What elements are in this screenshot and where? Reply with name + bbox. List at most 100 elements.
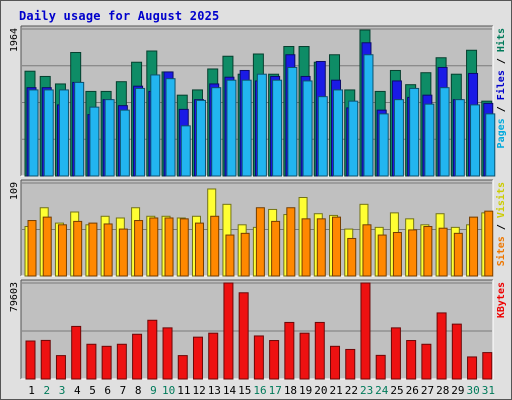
kbytes-bar-kbytes bbox=[55, 355, 66, 380]
visits-sites-bar-sites bbox=[27, 220, 37, 277]
hits-files-pages-bar-pages bbox=[195, 99, 206, 177]
x-tick-label: 9 bbox=[150, 384, 157, 397]
kbytes-bar-kbytes bbox=[116, 343, 127, 380]
visits-sites-bar-sites bbox=[469, 216, 479, 277]
kbytes-series-label: KBytes bbox=[496, 282, 507, 318]
hits-files-pages-series-label-hits: Hits bbox=[495, 28, 507, 52]
hits-files-pages-bar-pages bbox=[211, 87, 222, 177]
hits-files-pages-bar-pages bbox=[58, 89, 69, 177]
x-tick-label: 30 bbox=[467, 384, 480, 397]
kbytes-bar-kbytes bbox=[406, 340, 417, 380]
visits-sites-bar-sites bbox=[164, 217, 174, 277]
x-tick-label: 14 bbox=[223, 384, 237, 397]
visits-sites-bar-sites bbox=[225, 234, 235, 277]
x-tick-label: 28 bbox=[436, 384, 449, 397]
hits-files-pages-series-label-separator: / bbox=[496, 52, 507, 70]
hits-files-pages-bar-pages bbox=[104, 99, 115, 177]
visits-sites-bar-sites bbox=[103, 223, 113, 277]
hits-files-pages-bar-pages bbox=[256, 73, 267, 177]
visits-sites-bar-sites bbox=[271, 220, 281, 277]
x-tick-label: 16 bbox=[253, 384, 266, 397]
visits-sites-bar-sites bbox=[332, 216, 342, 277]
hits-files-pages-bar-pages bbox=[28, 89, 39, 177]
kbytes-bar-kbytes bbox=[421, 343, 432, 380]
visits-sites-bar-sites bbox=[392, 231, 402, 277]
hits-files-pages-bar-pages bbox=[272, 79, 283, 177]
kbytes-bar-kbytes bbox=[436, 312, 447, 380]
visits-sites-bar-sites bbox=[42, 216, 52, 277]
kbytes-bar-kbytes bbox=[345, 348, 356, 380]
kbytes-bar-kbytes bbox=[314, 321, 325, 380]
visits-sites-series-label-sites: Sites bbox=[495, 236, 507, 266]
kbytes-bar-kbytes bbox=[284, 321, 295, 380]
kbytes-bar-kbytes bbox=[253, 335, 264, 380]
kbytes-bar-kbytes bbox=[375, 354, 386, 380]
x-tick-label: 1 bbox=[28, 384, 35, 397]
hits-files-pages-bar-pages bbox=[424, 103, 435, 177]
visits-sites-bar-sites bbox=[149, 217, 159, 277]
kbytes-bar-kbytes bbox=[101, 345, 112, 380]
x-tick-label: 11 bbox=[177, 384, 190, 397]
x-tick-label: 5 bbox=[89, 384, 96, 397]
visits-sites-bar-sites bbox=[438, 227, 448, 277]
visits-sites-bar-sites bbox=[240, 232, 250, 277]
visits-sites-bar-sites bbox=[408, 229, 418, 277]
visits-sites-bar-sites bbox=[423, 226, 433, 277]
hits-files-pages-series-label-files: Files bbox=[495, 70, 507, 100]
hits-files-pages-bar-pages bbox=[454, 99, 465, 177]
kbytes-bar-kbytes bbox=[40, 339, 51, 380]
kbytes-bar-kbytes bbox=[25, 340, 36, 380]
kbytes-bar-kbytes bbox=[177, 355, 188, 380]
visits-sites-bar-sites bbox=[134, 220, 144, 277]
visits-sites-series-label-separator: / bbox=[496, 218, 507, 236]
kbytes-bar-kbytes bbox=[147, 319, 158, 380]
chart-title: Daily usage for August 2025 bbox=[19, 9, 220, 23]
x-tick-label: 21 bbox=[330, 384, 343, 397]
visits-sites-bar-sites bbox=[347, 237, 357, 277]
visits-sites-bar-sites bbox=[286, 207, 296, 277]
x-tick-label: 2 bbox=[44, 384, 51, 397]
visits-sites-y-max-label: 109 bbox=[9, 182, 20, 200]
hits-files-pages-bar-pages bbox=[333, 89, 344, 177]
kbytes-bar-kbytes bbox=[451, 323, 462, 380]
hits-files-pages-series-label-separator: / bbox=[496, 100, 507, 118]
x-tick-label: 27 bbox=[421, 384, 434, 397]
visits-sites-bar-sites bbox=[57, 224, 67, 277]
x-tick-label: 10 bbox=[162, 384, 175, 397]
kbytes-series-label-kbytes: KBytes bbox=[496, 282, 507, 318]
hits-files-pages-bar-pages bbox=[89, 106, 100, 177]
x-tick-label: 22 bbox=[345, 384, 358, 397]
kbytes-bar-kbytes bbox=[132, 333, 143, 380]
x-tick-label: 20 bbox=[314, 384, 327, 397]
hits-files-pages-bar-pages bbox=[135, 87, 146, 177]
x-tick-label: 12 bbox=[192, 384, 205, 397]
hits-files-pages-bar-pages bbox=[180, 125, 191, 177]
x-tick-label: 31 bbox=[482, 384, 495, 397]
hits-files-pages-bar-pages bbox=[287, 66, 298, 177]
hits-files-pages-series-label: Pages / Files / Hits bbox=[495, 28, 507, 148]
x-tick-label: 8 bbox=[135, 384, 142, 397]
visits-sites-bar-sites bbox=[118, 228, 128, 277]
kbytes-bar-kbytes bbox=[467, 356, 478, 380]
visits-sites-bar-sites bbox=[362, 224, 372, 277]
hits-files-pages-bar-pages bbox=[119, 109, 130, 177]
x-tick-label: 3 bbox=[59, 384, 66, 397]
hits-files-pages-bar-pages bbox=[378, 113, 389, 177]
hits-files-pages-bar-pages bbox=[302, 80, 313, 177]
x-tick-label: 7 bbox=[120, 384, 127, 397]
visits-sites-bar-sites bbox=[194, 222, 204, 277]
hits-files-pages-bar-pages bbox=[363, 54, 374, 177]
visits-sites-bar-sites bbox=[377, 234, 387, 277]
hits-files-pages-y-max-label: 1964 bbox=[9, 28, 20, 52]
hits-files-pages-bar-pages bbox=[150, 74, 161, 177]
hits-files-pages-bar-pages bbox=[43, 89, 54, 177]
visits-sites-bar-sites bbox=[484, 210, 494, 277]
kbytes-bar-kbytes bbox=[299, 332, 310, 380]
hits-files-pages-bar-pages bbox=[470, 104, 481, 177]
visits-sites-bar-sites bbox=[88, 222, 98, 277]
hits-files-pages-bar-pages bbox=[485, 113, 496, 177]
visits-sites-bar-sites bbox=[210, 215, 220, 277]
kbytes-bar-kbytes bbox=[330, 345, 341, 380]
hits-files-pages-bar-pages bbox=[409, 87, 420, 177]
hits-files-pages-bar-pages bbox=[317, 96, 328, 177]
